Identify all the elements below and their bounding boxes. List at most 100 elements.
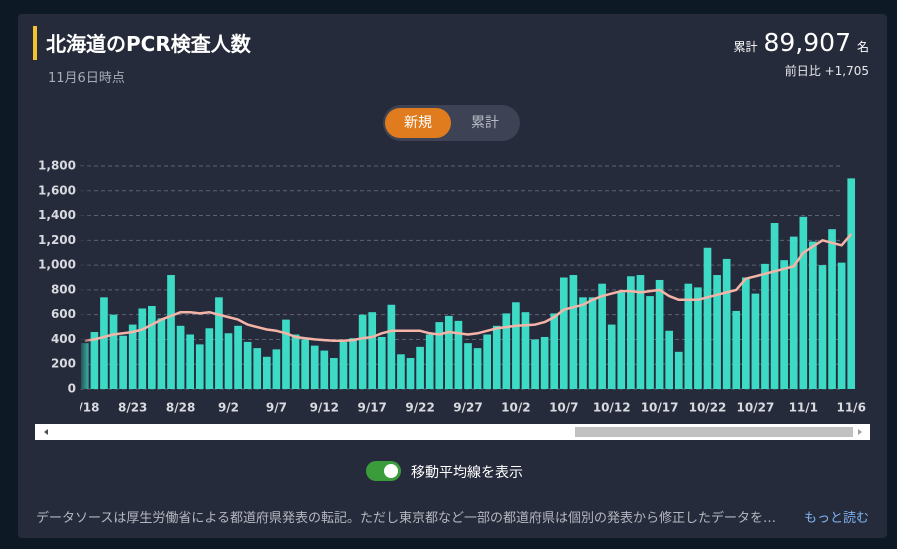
bar [368, 312, 377, 389]
bar [579, 297, 587, 389]
bar [559, 277, 568, 389]
bar [789, 236, 798, 389]
bar [684, 283, 693, 389]
bar [665, 330, 674, 389]
bar [569, 275, 578, 389]
bar [157, 318, 166, 389]
total: 累計 89,907 名 [733, 28, 869, 57]
day-diff: 前日比 +1,705 [784, 64, 869, 78]
bar [167, 275, 175, 389]
card: 北海道のPCR検査人数 11月6日時点 累計 89,907 名 前日比 +1,7… [18, 14, 887, 538]
bar [282, 319, 290, 389]
title-accent [33, 26, 37, 60]
y-tick-label: 1,000 [38, 258, 76, 272]
bar [224, 333, 233, 389]
x-tick-label: 9/2 [218, 401, 239, 415]
bar [473, 348, 482, 389]
bar [138, 308, 147, 389]
bar [761, 263, 769, 389]
bar [454, 320, 463, 389]
bar [512, 302, 520, 389]
x-tick-label: 10/12 [593, 401, 631, 415]
bar [550, 313, 559, 389]
scroll-left-arrow[interactable] [44, 429, 48, 435]
bar [445, 315, 453, 389]
x-tick-label: 9/12 [310, 401, 339, 415]
bar [646, 296, 654, 389]
y-tick-label: 800 [51, 282, 76, 296]
bar [377, 336, 386, 389]
bar [90, 332, 99, 389]
x-tick-label: 11/1 [789, 401, 818, 415]
bar [809, 241, 817, 389]
y-tick-label: 600 [51, 307, 76, 321]
moving-average-line [84, 233, 853, 342]
bar [320, 350, 329, 389]
bar [397, 354, 405, 389]
bar [483, 334, 491, 389]
bar [243, 341, 252, 389]
x-axis-labels: 8/18 8/23 8/28 9/2 9/7 9/12 9/17 9/22 9/27 10/2 10… [70, 401, 866, 415]
bar [741, 277, 750, 389]
bar [818, 265, 827, 389]
y-tick-label: 1,800 [38, 159, 76, 173]
x-tick-label: 9/17 [357, 401, 386, 415]
x-tick-label: 10/22 [689, 401, 727, 415]
bar [722, 258, 731, 389]
tab[interactable]: 累計 [471, 115, 499, 131]
bar [617, 292, 626, 389]
bar [262, 356, 271, 389]
bar [751, 293, 760, 389]
bar [186, 334, 195, 389]
read-more-link[interactable]: もっと読む [803, 511, 869, 526]
bar [732, 310, 741, 389]
as-of-date: 11月6日時点 [48, 71, 125, 86]
bar [588, 297, 597, 389]
bar [847, 178, 856, 389]
bar [330, 358, 338, 389]
scrollbar-thumb[interactable] [575, 427, 853, 437]
bar [799, 216, 808, 389]
total-value: 89,907 [763, 28, 851, 57]
bar [502, 313, 511, 389]
bar [406, 358, 415, 389]
toggle-switch[interactable] [366, 461, 401, 481]
scroll-right-arrow[interactable] [858, 429, 862, 435]
x-tick-label: 10/17 [641, 401, 679, 415]
y-tick-label: 1,400 [38, 208, 76, 222]
bar [291, 334, 300, 389]
x-tick-label: 9/27 [453, 401, 482, 415]
bar [234, 325, 242, 389]
x-tick-label: 9/22 [405, 401, 434, 415]
y-tick-label: 0 [68, 382, 76, 396]
bar [674, 351, 683, 389]
bar [627, 276, 635, 389]
x-tick-label: 8/28 [166, 401, 195, 415]
bar [301, 339, 309, 389]
bar [358, 314, 367, 389]
bar [119, 335, 127, 389]
bar [425, 334, 434, 389]
bar [100, 297, 108, 389]
bar [435, 322, 444, 389]
bar [195, 344, 204, 389]
toggle-label[interactable]: 移動平均線を表示 [411, 465, 523, 481]
x-tick-label: 8/18 [70, 401, 99, 415]
bar [272, 349, 281, 389]
bar [770, 222, 779, 389]
bar [339, 341, 348, 389]
y-tick-label: 200 [51, 357, 76, 371]
bar [521, 312, 530, 389]
bar [128, 324, 137, 389]
x-tick-label: 10/2 [501, 401, 530, 415]
bar [416, 346, 424, 389]
total-unit: 名 [856, 40, 869, 54]
tab[interactable]: 新規 [385, 108, 451, 138]
tab-group: 新規 累計 [383, 105, 520, 141]
bar [176, 325, 185, 389]
x-tick-label: 11/6 [836, 401, 865, 415]
y-tick-label: 1,200 [38, 233, 76, 247]
bar [349, 338, 357, 389]
